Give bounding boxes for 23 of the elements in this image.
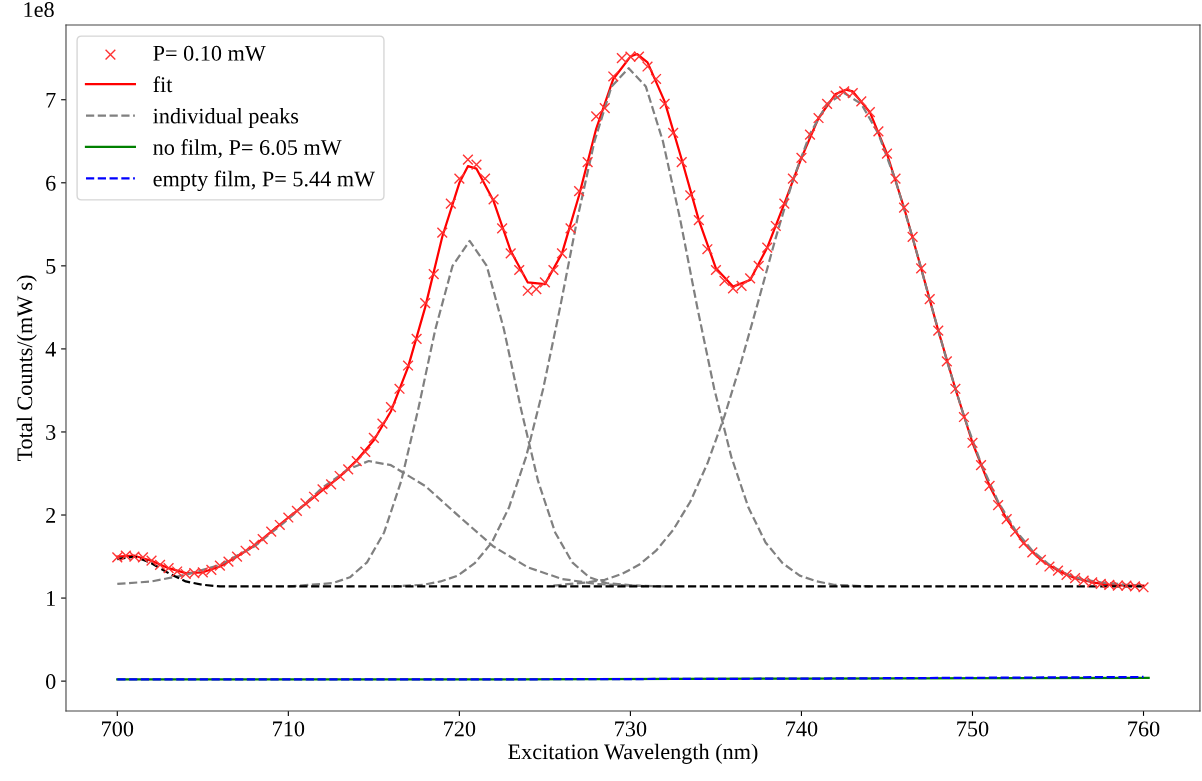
x-tick-label: 760 bbox=[1128, 721, 1160, 737]
y-tick-label: 7 bbox=[46, 92, 56, 108]
x-tick-label: 740 bbox=[786, 721, 818, 737]
y-axis-title: Total Counts/(mW s) bbox=[16, 275, 37, 462]
y-tick-label: 1 bbox=[47, 591, 55, 606]
x-axis-title: Excitation Wavelength (nm) bbox=[508, 743, 758, 764]
x-tick-label: 710 bbox=[273, 721, 305, 737]
y-tick-label: 2 bbox=[46, 508, 56, 523]
x-tick-label: 730 bbox=[615, 721, 647, 737]
text: 1e8 bbox=[24, 2, 54, 18]
y-tick-label: 6 bbox=[46, 175, 56, 191]
legend-label: empty film, P= 5.44 mW bbox=[153, 170, 376, 192]
legend-label: individual peaks bbox=[153, 107, 299, 129]
legend-label: fit bbox=[153, 76, 173, 93]
y-tick-label: 5 bbox=[46, 259, 56, 274]
legend-label: no film, P= 6.05 mW bbox=[153, 139, 342, 159]
legend-label: P= 0.10 mW bbox=[153, 45, 266, 61]
x-tick-label: 750 bbox=[957, 721, 989, 737]
y-tick-label: 4 bbox=[45, 341, 56, 357]
y-tick-label: 0 bbox=[46, 674, 56, 690]
x-tick-label: 720 bbox=[444, 721, 476, 737]
x-tick-label: 700 bbox=[102, 721, 134, 737]
y-tick-label: 3 bbox=[46, 424, 56, 440]
